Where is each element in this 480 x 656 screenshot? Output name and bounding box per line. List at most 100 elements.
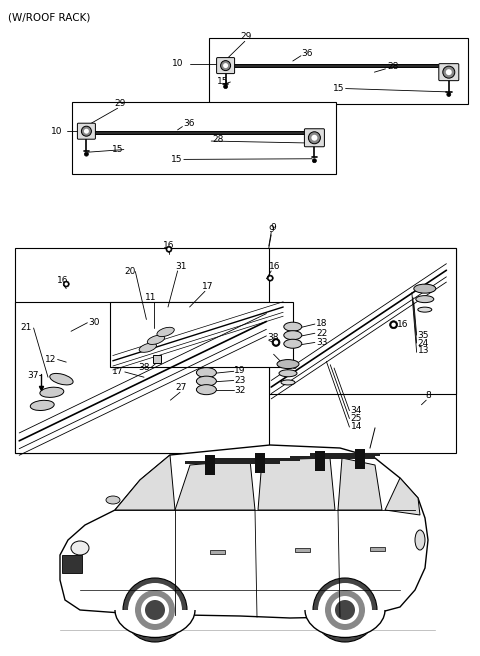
- Text: 24: 24: [418, 338, 429, 348]
- Text: 32: 32: [234, 386, 246, 395]
- Ellipse shape: [279, 370, 297, 377]
- Ellipse shape: [418, 307, 432, 312]
- Text: 15: 15: [112, 145, 123, 154]
- Polygon shape: [60, 445, 428, 618]
- Polygon shape: [115, 610, 195, 638]
- Polygon shape: [258, 458, 335, 510]
- Circle shape: [84, 129, 89, 134]
- Circle shape: [309, 132, 321, 144]
- Circle shape: [335, 600, 355, 620]
- Polygon shape: [310, 453, 380, 456]
- Ellipse shape: [284, 322, 302, 331]
- Ellipse shape: [414, 284, 436, 293]
- Circle shape: [269, 276, 272, 280]
- Text: 36: 36: [183, 119, 194, 128]
- Text: 37: 37: [27, 371, 38, 380]
- Circle shape: [135, 590, 175, 630]
- Circle shape: [65, 282, 68, 286]
- Text: 16: 16: [163, 241, 175, 250]
- Polygon shape: [338, 458, 382, 510]
- Polygon shape: [185, 461, 280, 464]
- Circle shape: [446, 69, 452, 75]
- Polygon shape: [305, 610, 385, 638]
- Circle shape: [84, 152, 88, 156]
- Text: 29: 29: [240, 31, 252, 41]
- Polygon shape: [385, 478, 420, 515]
- Text: 39: 39: [202, 384, 213, 394]
- Text: 31: 31: [176, 262, 187, 271]
- Circle shape: [82, 126, 91, 136]
- Text: 27: 27: [176, 382, 187, 392]
- Polygon shape: [115, 455, 175, 510]
- Text: 22: 22: [316, 329, 327, 338]
- Circle shape: [128, 583, 182, 637]
- Text: 11: 11: [145, 293, 157, 302]
- Text: 16: 16: [57, 276, 68, 285]
- Text: 39: 39: [285, 337, 296, 346]
- Text: 26: 26: [286, 361, 298, 371]
- Circle shape: [313, 578, 377, 642]
- Circle shape: [312, 159, 316, 163]
- Text: 19: 19: [234, 366, 246, 375]
- Ellipse shape: [284, 331, 302, 340]
- Circle shape: [166, 246, 172, 253]
- Ellipse shape: [71, 541, 89, 555]
- Bar: [210, 550, 225, 554]
- Text: 16: 16: [269, 262, 281, 272]
- Circle shape: [312, 134, 317, 141]
- Text: 17: 17: [202, 282, 213, 291]
- Circle shape: [224, 85, 228, 89]
- Ellipse shape: [50, 373, 73, 385]
- Ellipse shape: [284, 339, 302, 348]
- Ellipse shape: [157, 327, 174, 337]
- Circle shape: [390, 321, 397, 329]
- Text: 38: 38: [267, 333, 278, 342]
- Text: 38: 38: [138, 363, 150, 372]
- Ellipse shape: [416, 296, 434, 302]
- Text: 9: 9: [268, 225, 274, 234]
- Text: 25: 25: [350, 414, 362, 423]
- FancyBboxPatch shape: [304, 129, 324, 147]
- Text: 10: 10: [172, 59, 183, 68]
- Text: 20: 20: [124, 267, 135, 276]
- Ellipse shape: [196, 367, 216, 378]
- Polygon shape: [72, 102, 336, 174]
- Circle shape: [141, 596, 169, 624]
- Ellipse shape: [30, 400, 54, 411]
- Text: 34: 34: [350, 406, 362, 415]
- Ellipse shape: [415, 530, 425, 550]
- Circle shape: [443, 66, 455, 78]
- Text: 15: 15: [217, 77, 229, 87]
- Ellipse shape: [40, 387, 64, 398]
- Text: 12: 12: [45, 355, 57, 364]
- FancyBboxPatch shape: [77, 123, 96, 139]
- Text: 10: 10: [51, 127, 62, 136]
- Polygon shape: [255, 453, 265, 473]
- Polygon shape: [290, 456, 375, 459]
- Text: 29: 29: [114, 99, 126, 108]
- Polygon shape: [175, 460, 255, 510]
- Circle shape: [223, 63, 228, 68]
- Text: 36: 36: [301, 49, 313, 58]
- Circle shape: [267, 275, 273, 281]
- Text: 13: 13: [418, 346, 429, 356]
- Bar: [62, 555, 82, 573]
- FancyBboxPatch shape: [216, 58, 235, 73]
- Text: 9: 9: [271, 223, 276, 232]
- Circle shape: [318, 583, 372, 637]
- Polygon shape: [15, 248, 456, 453]
- Bar: [295, 548, 310, 552]
- Polygon shape: [205, 455, 215, 475]
- Bar: [153, 356, 161, 363]
- Polygon shape: [209, 38, 468, 104]
- Text: 23: 23: [234, 376, 246, 385]
- Circle shape: [447, 92, 451, 96]
- Text: (W/ROOF RACK): (W/ROOF RACK): [8, 12, 90, 22]
- Text: 18: 18: [316, 319, 327, 328]
- Polygon shape: [315, 451, 325, 471]
- FancyBboxPatch shape: [439, 64, 459, 81]
- Ellipse shape: [139, 343, 156, 352]
- Polygon shape: [269, 248, 456, 394]
- Circle shape: [63, 281, 69, 287]
- Text: 15: 15: [171, 155, 182, 164]
